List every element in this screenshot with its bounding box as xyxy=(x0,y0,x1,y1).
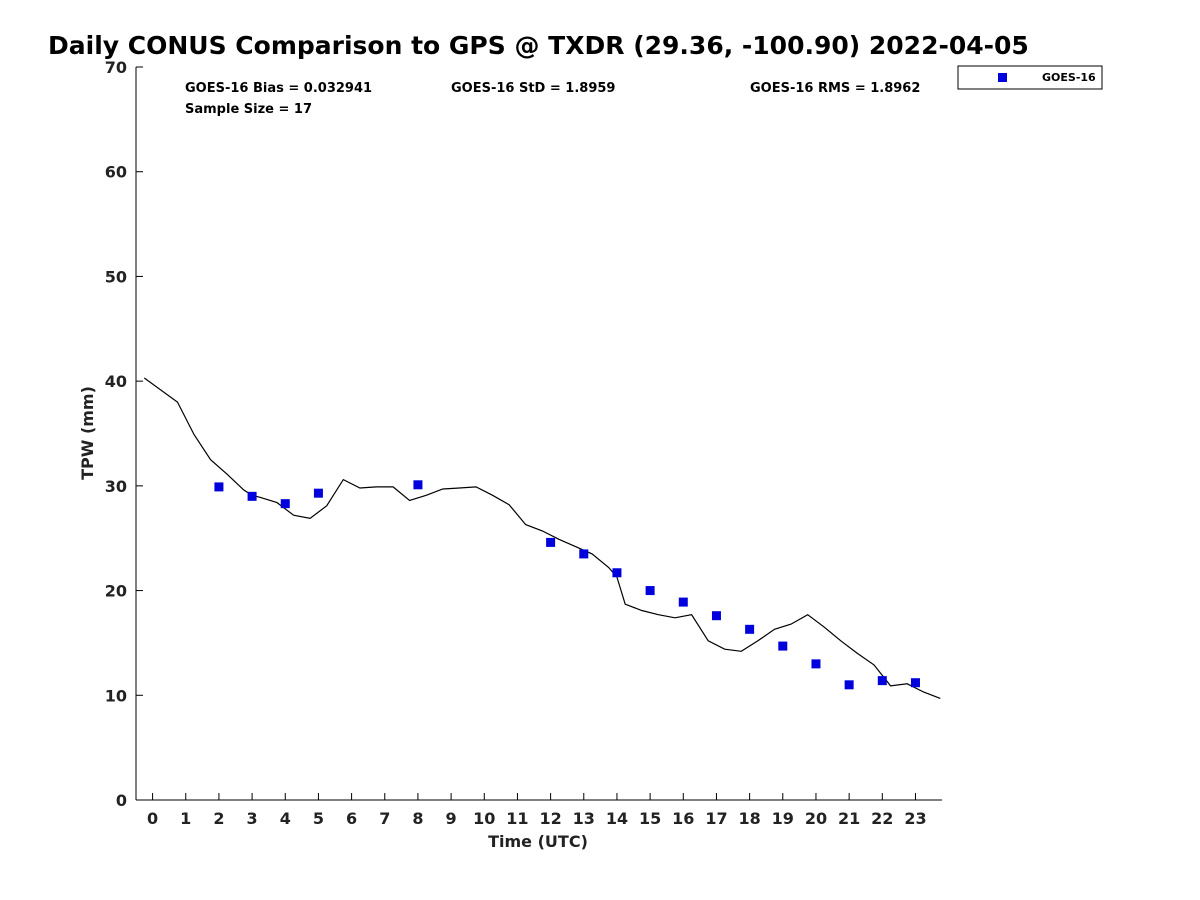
x-tick-label: 0 xyxy=(147,809,158,828)
x-tick-label: 19 xyxy=(772,809,794,828)
bias-stat: GOES-16 Bias = 0.032941 xyxy=(185,81,372,96)
x-tick-label: 17 xyxy=(705,809,727,828)
x-tick-label: 15 xyxy=(639,809,661,828)
y-tick-label: 30 xyxy=(105,477,127,496)
goes16-point xyxy=(645,586,655,596)
goes16-point xyxy=(778,641,788,651)
goes16-point xyxy=(678,597,688,607)
x-tick-label: 14 xyxy=(606,809,628,828)
gps-line xyxy=(143,377,941,699)
x-tick-label: 1 xyxy=(180,809,191,828)
y-tick-label: 0 xyxy=(116,791,127,810)
x-tick-label: 4 xyxy=(280,809,291,828)
legend-box xyxy=(957,65,1103,90)
y-tick-label: 10 xyxy=(105,686,127,705)
goes16-series xyxy=(214,480,920,690)
goes16-point xyxy=(877,676,887,686)
y-tick-label: 40 xyxy=(105,372,127,391)
x-tick-label: 13 xyxy=(573,809,595,828)
legend-marker-goes16 xyxy=(998,73,1007,82)
x-tick-label: 6 xyxy=(346,809,357,828)
x-tick-label: 8 xyxy=(412,809,423,828)
goes16-point xyxy=(413,480,423,490)
goes16-point xyxy=(612,568,622,578)
y-tick-label: 50 xyxy=(105,267,127,286)
sample-size-stat: Sample Size = 17 xyxy=(185,102,312,117)
goes16-point xyxy=(811,659,821,669)
x-tick-label: 18 xyxy=(738,809,760,828)
goes16-point xyxy=(546,537,556,547)
goes16-point xyxy=(579,549,589,559)
x-tick-label: 21 xyxy=(838,809,860,828)
goes16-point xyxy=(214,482,224,492)
x-tick-label: 22 xyxy=(871,809,893,828)
gps-series xyxy=(143,377,941,699)
rms-stat: GOES-16 RMS = 1.8962 xyxy=(750,81,920,96)
x-tick-label: 16 xyxy=(672,809,694,828)
legend-label-goes16: GOES-16 xyxy=(1042,71,1096,84)
goes16-point xyxy=(910,678,920,688)
goes16-point xyxy=(745,624,755,634)
x-tick-label: 23 xyxy=(904,809,926,828)
goes16-point xyxy=(844,680,854,690)
goes16-point xyxy=(711,611,721,621)
y-ticks: 0 10 20 30 40 50 60 70 xyxy=(105,58,143,810)
y-tick-label: 60 xyxy=(105,163,127,182)
x-tick-label: 11 xyxy=(506,809,528,828)
legend: GOES-16 xyxy=(957,65,1103,90)
goes16-point xyxy=(280,499,290,509)
x-ticks: 0 1 2 3 4 5 6 7 8 9 10 11 12 13 14 15 16 17 18 19 20 21 22 23 xyxy=(147,793,927,828)
x-tick-label: 9 xyxy=(446,809,457,828)
goes16-point xyxy=(247,491,257,501)
plot-axes xyxy=(135,67,942,801)
x-tick-label: 7 xyxy=(379,809,390,828)
x-tick-label: 5 xyxy=(313,809,324,828)
x-tick-label: 12 xyxy=(539,809,561,828)
x-tick-label: 10 xyxy=(473,809,495,828)
x-axis-label: Time (UTC) xyxy=(488,832,588,851)
y-axis-label: TPW (mm) xyxy=(78,386,97,480)
y-tick-label: 20 xyxy=(105,582,127,601)
goes16-point xyxy=(313,488,323,498)
x-tick-label: 2 xyxy=(213,809,224,828)
x-tick-label: 20 xyxy=(805,809,827,828)
y-tick-label: 70 xyxy=(105,58,127,77)
x-tick-label: 3 xyxy=(247,809,258,828)
std-stat: GOES-16 StD = 1.8959 xyxy=(451,81,615,96)
chart-title: Daily CONUS Comparison to GPS @ TXDR (29… xyxy=(48,31,1029,60)
